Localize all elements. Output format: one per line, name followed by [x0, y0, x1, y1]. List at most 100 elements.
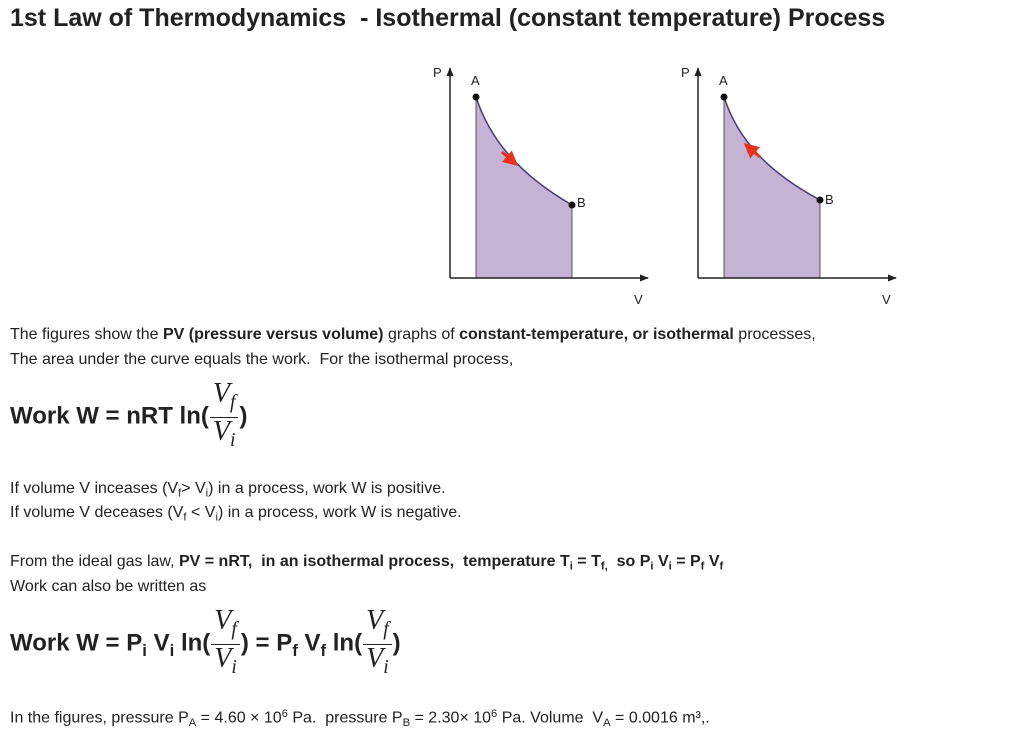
text-run: i — [205, 487, 209, 500]
text-run: V — [297, 629, 321, 657]
text-run: i — [230, 429, 236, 451]
text-run: If volume V deceases (V — [10, 504, 184, 521]
text-run: = P — [671, 553, 701, 570]
text-line: Work can also be written as — [10, 577, 206, 597]
p-label: P — [433, 65, 442, 80]
text-line: In the figures, pressure PA = 4.60 × 106… — [10, 704, 710, 733]
point-b — [816, 196, 824, 204]
text-run: ln( — [326, 629, 363, 657]
fraction: Vf Vi — [211, 607, 240, 682]
figures: P A B V P A B V — [433, 65, 897, 307]
numerator: Vf — [210, 380, 239, 417]
text-run: f — [230, 391, 236, 413]
text-run: PV (pressure versus volume) — [162, 326, 384, 343]
numerator: Vf — [211, 607, 240, 644]
text-run: = 0.0016 m³,. — [610, 709, 710, 727]
text-run: f, — [600, 560, 608, 573]
text-run: The figures show the — [10, 326, 163, 343]
text-line: If volume V inceases (Vf> Vi) in a proce… — [10, 479, 446, 503]
text-run: < V — [186, 504, 216, 521]
text-run: ) — [239, 402, 248, 430]
text-run: A — [603, 716, 611, 729]
text-run: V — [214, 642, 232, 674]
numerator: Vf — [363, 607, 392, 644]
text-line: The area under the curve equals the work… — [10, 350, 513, 370]
text-run: From the ideal gas law, — [10, 553, 179, 570]
text-run: V — [212, 378, 230, 409]
text-run: i — [142, 640, 147, 660]
text-run: i — [650, 560, 654, 573]
fraction: Vf Vi — [363, 607, 392, 682]
text-run: ) in a process, work W is positive. — [208, 480, 446, 497]
fraction: Vf Vi — [209, 380, 239, 455]
text-run: f — [700, 560, 705, 573]
text-run: A — [188, 716, 197, 729]
direction-arrow — [743, 143, 761, 159]
text-run: i — [231, 656, 237, 678]
text-run: f — [719, 560, 724, 573]
point-a — [472, 93, 480, 101]
text-run: = 4.60 × 10 — [196, 709, 282, 727]
text-run: f — [292, 640, 298, 660]
text-run: f — [231, 618, 237, 640]
b-label: B — [825, 192, 834, 207]
text-line: If volume V deceases (Vf < Vi) in a proc… — [10, 503, 462, 527]
text-run: i — [569, 560, 573, 573]
text-run: ) — [392, 629, 401, 657]
text-run: 6 — [281, 708, 288, 720]
text-run: Work can also be written as — [10, 578, 207, 595]
text-run: ) in a process, work W is negative. — [217, 504, 462, 521]
text-run: 6 — [491, 708, 498, 720]
text-run: PV = nRT, in an isothermal process, temp… — [178, 553, 570, 570]
text-line: The figures show the PV (pressure versus… — [10, 325, 816, 345]
text-run: graphs of — [383, 326, 460, 343]
figure-right: P A B V — [681, 65, 897, 307]
work-area — [475, 96, 573, 279]
text-run: i — [215, 511, 218, 524]
text-run: The area under the curve equals the work… — [10, 351, 514, 368]
text-run: constant-temperature, or isothermal — [459, 326, 734, 343]
a-label: A — [719, 73, 728, 88]
text-run: V — [704, 553, 720, 570]
text-run: ) = P — [240, 629, 293, 657]
text-run: i — [169, 640, 175, 660]
text-run: Pa. pressure P — [287, 709, 403, 727]
v-label: V — [882, 292, 891, 307]
formula-line: Work W = nRT ln(Vf Vi) — [10, 380, 247, 455]
text-run: If volume V inceases (V — [10, 480, 179, 497]
p-label: P — [681, 65, 690, 80]
text-line: From the ideal gas law, PV = nRT, in an … — [10, 552, 723, 576]
text-run: In the figures, pressure P — [10, 709, 189, 727]
text-run: ln( — [174, 629, 211, 657]
text-run: V — [214, 605, 232, 636]
text-run: = 2.30× 10 — [410, 709, 492, 727]
text-run: B — [402, 716, 411, 729]
v-label: V — [634, 292, 643, 307]
text-run: Work W = P — [10, 629, 143, 657]
text-run: Pa. Volume V — [497, 709, 604, 727]
text-run: so P — [607, 553, 651, 570]
text-run: V — [366, 605, 384, 636]
text-run: f — [383, 618, 389, 640]
figure-left: P A B V — [433, 65, 649, 307]
text-run: V — [146, 629, 170, 657]
point-a — [720, 93, 728, 101]
text-run: processes, — [733, 326, 816, 343]
text-run: V — [212, 415, 230, 447]
denominator: Vi — [363, 642, 392, 682]
a-label: A — [471, 73, 480, 88]
work-area — [723, 96, 821, 279]
text-run: = T — [572, 553, 601, 570]
denominator: Vi — [209, 415, 239, 455]
text-run: i — [668, 560, 672, 573]
title: 1st Law of Thermodynamics - Isothermal (… — [10, 4, 886, 32]
text-run: f — [178, 487, 182, 500]
text-run: f — [320, 640, 327, 660]
denominator: Vi — [211, 642, 240, 682]
text-run: V — [653, 553, 669, 570]
text-run: V — [366, 642, 384, 674]
text-run: f — [183, 511, 187, 524]
direction-arrow — [501, 150, 519, 166]
text-run: i — [383, 656, 389, 678]
